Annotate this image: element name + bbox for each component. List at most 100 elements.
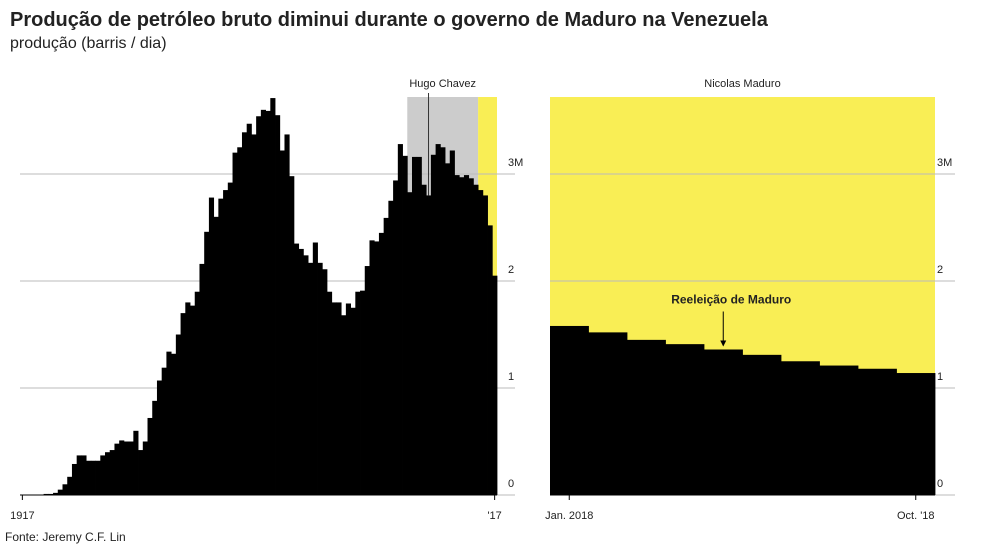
bar bbox=[251, 134, 257, 496]
bar bbox=[374, 241, 380, 495]
y-tick-label: 0 bbox=[508, 478, 514, 490]
bar bbox=[896, 373, 936, 495]
bar bbox=[449, 150, 455, 495]
bar bbox=[190, 305, 196, 495]
bar bbox=[426, 195, 432, 495]
x-tick-label: Jan. 2018 bbox=[545, 510, 593, 522]
bar bbox=[76, 455, 82, 495]
y-tick-label: 3M bbox=[937, 157, 952, 169]
bar bbox=[665, 344, 705, 495]
bar bbox=[86, 460, 92, 495]
bar bbox=[270, 98, 276, 496]
bar bbox=[492, 275, 498, 495]
bar bbox=[383, 217, 389, 496]
bar bbox=[322, 269, 328, 495]
bar bbox=[256, 116, 262, 496]
bar bbox=[781, 361, 820, 495]
arrow-head bbox=[720, 340, 727, 347]
bar bbox=[478, 190, 484, 496]
y-tick-label: 1 bbox=[937, 371, 943, 383]
bar bbox=[336, 302, 342, 495]
y-tick-label: 0 bbox=[937, 478, 943, 490]
period-label: Hugo Chavez bbox=[409, 78, 476, 90]
bar bbox=[411, 156, 418, 495]
bar bbox=[114, 443, 120, 495]
bar bbox=[260, 109, 266, 495]
bar bbox=[454, 175, 460, 495]
bar bbox=[704, 349, 743, 495]
bar bbox=[128, 441, 134, 495]
bar bbox=[100, 455, 106, 495]
annotation: Reeleição de Maduro bbox=[671, 292, 791, 306]
bar bbox=[393, 180, 399, 496]
bar bbox=[265, 110, 271, 495]
bar bbox=[416, 156, 422, 495]
bar bbox=[298, 248, 304, 495]
bar bbox=[326, 291, 333, 495]
chart-title: Produção de petróleo bruto diminui duran… bbox=[10, 9, 769, 31]
bar bbox=[440, 147, 446, 495]
bar bbox=[152, 400, 158, 495]
bar bbox=[156, 380, 163, 495]
bar bbox=[284, 134, 290, 496]
panel-title: Nicolas Maduro bbox=[704, 78, 780, 90]
bar bbox=[369, 240, 375, 495]
bar bbox=[275, 115, 281, 495]
x-tick-label: 1917 bbox=[10, 510, 34, 522]
bar bbox=[48, 493, 54, 495]
bar bbox=[308, 262, 314, 495]
bar bbox=[204, 231, 210, 495]
bar bbox=[208, 197, 215, 495]
bar bbox=[421, 184, 427, 495]
bar bbox=[435, 144, 441, 496]
bar bbox=[627, 339, 666, 495]
bar bbox=[858, 368, 897, 495]
bar bbox=[345, 303, 351, 495]
bar bbox=[105, 452, 111, 495]
y-tick-label: 1 bbox=[508, 371, 514, 383]
bar bbox=[303, 255, 309, 495]
bar bbox=[166, 351, 172, 495]
bar bbox=[588, 332, 628, 495]
bar bbox=[43, 493, 49, 495]
bar bbox=[232, 152, 238, 496]
y-tick-label: 3M bbox=[508, 157, 523, 169]
bar bbox=[175, 334, 181, 495]
bar bbox=[246, 123, 252, 495]
bar bbox=[430, 154, 437, 495]
bar bbox=[468, 178, 474, 495]
bar bbox=[62, 484, 68, 495]
bar bbox=[81, 455, 87, 495]
bar bbox=[331, 302, 337, 495]
bar bbox=[819, 365, 859, 495]
bar bbox=[341, 315, 347, 495]
bar bbox=[459, 177, 465, 495]
bar bbox=[388, 200, 394, 495]
y-tick-label: 2 bbox=[937, 264, 943, 276]
bar bbox=[550, 325, 589, 495]
bar bbox=[317, 262, 323, 495]
bar bbox=[279, 150, 285, 495]
bar bbox=[199, 263, 205, 495]
bar bbox=[445, 163, 451, 496]
bar bbox=[742, 354, 782, 495]
bar bbox=[289, 176, 295, 495]
bar bbox=[463, 175, 470, 495]
bar bbox=[71, 463, 78, 495]
bar bbox=[378, 232, 385, 495]
bar bbox=[67, 476, 73, 495]
bar bbox=[407, 192, 413, 495]
bar bbox=[473, 184, 479, 495]
bar bbox=[227, 182, 233, 495]
bar bbox=[194, 291, 200, 495]
bar bbox=[180, 313, 186, 495]
bar bbox=[482, 195, 488, 495]
bar bbox=[350, 307, 356, 495]
bar bbox=[218, 198, 224, 496]
bar bbox=[57, 489, 63, 495]
bar bbox=[53, 492, 59, 495]
bar bbox=[119, 440, 125, 495]
bar bbox=[147, 417, 153, 495]
bar bbox=[95, 460, 101, 495]
bar bbox=[355, 291, 361, 495]
